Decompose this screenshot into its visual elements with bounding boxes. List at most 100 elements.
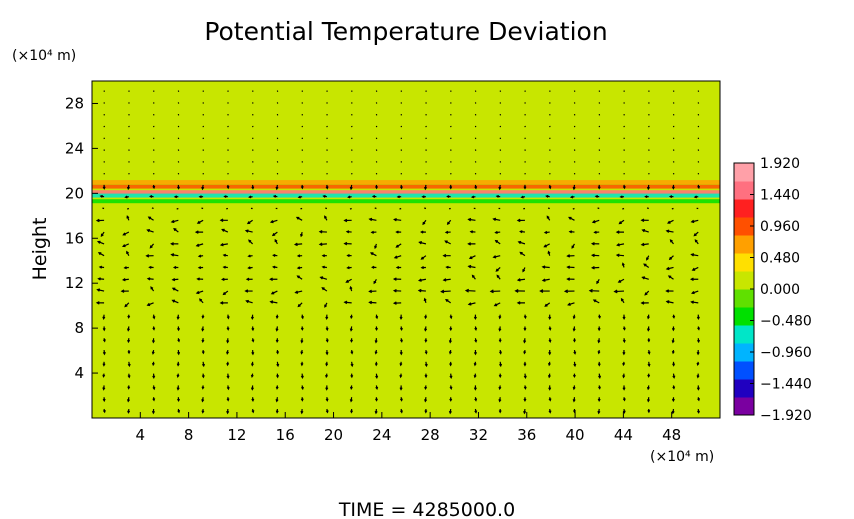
- wind-vector: [374, 207, 377, 210]
- wind-vector-head: [400, 410, 403, 414]
- y-tick-label: 4: [74, 364, 84, 382]
- wind-vector-head: [325, 374, 329, 379]
- wind-vector-head: [222, 265, 226, 269]
- wind-vector-head: [176, 387, 180, 391]
- wind-vector-head: [668, 195, 673, 199]
- wind-vector-head: [274, 238, 278, 243]
- wind-vector-head: [572, 399, 576, 403]
- wind-vector-head: [548, 316, 552, 320]
- wind-vector-head: [176, 316, 180, 320]
- wind-vector-head: [445, 298, 449, 303]
- y-tick-label: 16: [65, 229, 84, 247]
- wind-vector-head: [393, 255, 398, 259]
- wind-vector-head: [547, 362, 551, 367]
- x-tick-label: 48: [662, 426, 681, 444]
- wind-vector-head: [275, 386, 279, 390]
- wind-vector-head: [567, 302, 571, 306]
- wind-vector-head: [325, 363, 329, 367]
- wind-vector-head: [395, 265, 400, 270]
- wind-vector-head: [350, 410, 354, 414]
- wind-vector-head: [545, 194, 549, 198]
- wind-vector-head: [392, 301, 397, 305]
- wind-vector-head: [152, 316, 156, 320]
- wind-vector-head: [448, 340, 452, 344]
- wind-vector-head: [102, 409, 106, 414]
- wind-vector-head: [170, 242, 174, 246]
- wind-vector-head: [350, 339, 354, 343]
- wind-vector-head: [370, 230, 375, 234]
- wind-vector-head: [671, 351, 675, 355]
- wind-vector-head: [418, 241, 423, 245]
- wind-vector-head: [399, 351, 403, 356]
- wind-vector-head: [201, 351, 205, 355]
- wind-vector-head: [672, 363, 676, 367]
- wind-vector-head: [170, 253, 175, 257]
- wind-vector-head: [349, 399, 353, 403]
- wind-vector-head: [591, 220, 596, 224]
- wind-vector-head: [369, 252, 374, 256]
- y-tick-label: 24: [65, 139, 84, 157]
- wind-vector-head: [325, 387, 329, 391]
- wind-vector-head: [523, 315, 527, 320]
- wind-vector-head: [424, 339, 428, 343]
- wind-vector-head: [325, 339, 329, 343]
- wind-vector-head: [223, 195, 227, 199]
- x-tick-label: 28: [421, 426, 440, 444]
- wind-vector-head: [671, 186, 675, 190]
- wind-vector-head: [422, 221, 426, 226]
- x-tick-label: 32: [469, 426, 488, 444]
- wind-vector-head: [226, 386, 230, 391]
- x-tick-label: 20: [324, 426, 343, 444]
- wind-vector-head: [417, 278, 422, 282]
- wind-vector-head: [102, 363, 106, 367]
- wind-vector-head: [449, 327, 453, 332]
- wind-vector-head: [349, 285, 353, 290]
- wind-vector-head: [493, 303, 498, 307]
- wind-vector-head: [251, 339, 255, 343]
- wind-vector-head: [588, 288, 593, 293]
- wind-vector-head: [468, 256, 473, 260]
- wind-vector-head: [195, 243, 200, 247]
- wind-vector-head: [596, 280, 600, 285]
- wind-vector-head: [523, 340, 527, 344]
- wind-vector-head: [665, 229, 670, 233]
- wind-vector-head: [449, 375, 453, 379]
- wind-vector: [614, 290, 625, 293]
- wind-vector-head: [201, 315, 205, 319]
- field-band: [92, 180, 720, 185]
- wind-vector-head: [319, 276, 324, 280]
- wind-vector-head: [350, 363, 354, 368]
- x-tick-label: 36: [517, 426, 536, 444]
- wind-vector-head: [523, 410, 527, 415]
- wind-vector-head: [226, 340, 230, 344]
- colorbar-tick-label: −1.440: [760, 377, 812, 393]
- wind-vector-head: [296, 254, 301, 258]
- wind-vector-head: [473, 363, 477, 367]
- wind-vector-head: [690, 219, 695, 224]
- wind-vector-head: [640, 301, 645, 305]
- wind-vector-head: [171, 277, 176, 282]
- wind-vector-head: [297, 195, 301, 199]
- wind-vector-head: [696, 316, 700, 320]
- wind-vector-head: [499, 363, 503, 368]
- wind-vector-head: [548, 410, 552, 414]
- wind-vector-head: [449, 386, 453, 390]
- y-axis-label: Height: [29, 218, 51, 281]
- wind-vector-head: [368, 217, 373, 222]
- wind-vector-head: [275, 186, 279, 191]
- wind-vector-head: [149, 195, 153, 198]
- wind-vector-head: [294, 290, 299, 294]
- x-unit-label: (×10⁴ m): [650, 449, 714, 465]
- wind-vector-head: [177, 351, 181, 356]
- wind-vector-head: [244, 289, 249, 293]
- wind-vector-head: [300, 327, 304, 331]
- colorbar-tick-label: 0.960: [760, 219, 800, 235]
- wind-vector-head: [102, 316, 106, 320]
- wind-vector-head: [691, 267, 696, 271]
- time-footer: TIME = 4285000.0: [338, 499, 515, 519]
- wind-vector-head: [371, 195, 376, 198]
- field-band: [92, 193, 720, 198]
- wind-vector-head: [473, 387, 477, 391]
- field-background: [92, 81, 720, 418]
- wind-vector-head: [293, 242, 298, 247]
